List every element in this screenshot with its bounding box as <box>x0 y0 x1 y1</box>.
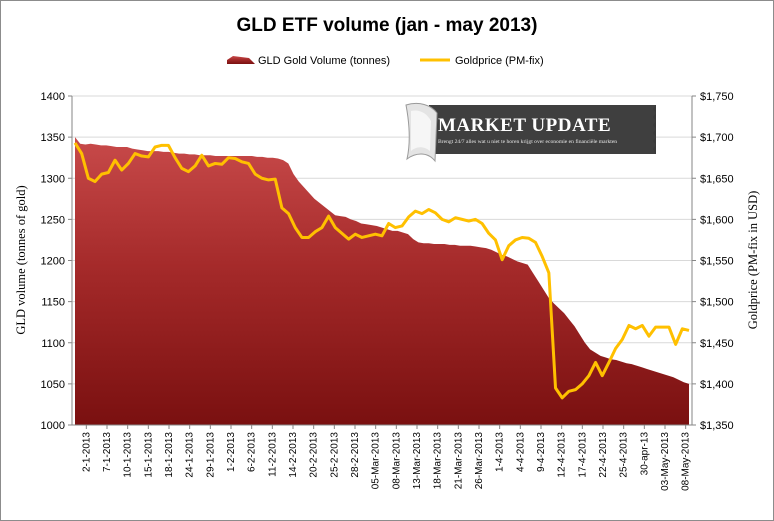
legend-label-volume: GLD Gold Volume (tonnes) <box>258 55 390 67</box>
left-tick-label: 1350 <box>41 132 65 144</box>
x-tick-label: 08-May-2013 <box>681 432 692 491</box>
legend: GLD Gold Volume (tonnes) Goldprice (PM-f… <box>227 55 544 67</box>
x-tick-label: 11-2-2013 <box>267 432 278 477</box>
x-tick-label: 08-Mar-2013 <box>391 432 402 490</box>
x-tick-label: 20-2-2013 <box>309 432 320 478</box>
x-tick-label: 03-May-2013 <box>660 432 671 491</box>
x-tick-label: 30-apr-13 <box>639 432 650 476</box>
x-tick-label: 4-4-2013 <box>515 432 526 472</box>
x-tick-label: 13-Mar-2013 <box>412 432 423 490</box>
left-tick-label: 1200 <box>41 256 65 268</box>
left-tick-label: 1400 <box>41 91 65 103</box>
right-tick-label: $1,550 <box>700 256 734 268</box>
x-tick-label: 18-Mar-2013 <box>433 432 444 490</box>
right-tick-label: $1,600 <box>700 214 734 226</box>
x-tick-label: 25-4-2013 <box>619 432 630 478</box>
x-tick-label: 14-2-2013 <box>288 432 299 478</box>
x-tick-label: 22-4-2013 <box>598 432 609 478</box>
badge-title: MARKET UPDATE <box>438 115 611 136</box>
x-tick-label: 26-Mar-2013 <box>474 432 485 490</box>
right-tick-label: $1,750 <box>700 91 734 103</box>
badge-subtitle: Brengt 24/7 alles wat u niet te horen kr… <box>438 138 617 145</box>
market-update-badge: MARKET UPDATE Brengt 24/7 alles wat u ni… <box>405 102 656 163</box>
left-tick-label: 1000 <box>41 420 65 432</box>
right-axis-title: Goldprice (PM-fix in USD) <box>746 191 760 330</box>
right-tick-label: $1,650 <box>700 173 734 185</box>
left-tick-label: 1100 <box>41 338 65 350</box>
x-tick-label: 05-Mar-2013 <box>371 432 382 490</box>
badge-page-curl-highlight <box>411 110 431 151</box>
x-tick-label: 2-1-2013 <box>81 432 92 472</box>
right-tick-labels: $1,350 $1,400 $1,450 $1,500 $1,550 $1,600 $1,6… <box>692 91 734 432</box>
x-tick-label: 21-Mar-2013 <box>453 432 464 490</box>
right-tick-label: $1,450 <box>700 338 734 350</box>
left-tick-label: 1050 <box>41 379 65 391</box>
left-tick-labels: 1000 1050 1100 1150 1200 1250 1300 1350 1400 <box>41 91 72 432</box>
left-tick-label: 1300 <box>41 173 65 185</box>
x-tick-label: 1-4-2013 <box>495 432 506 472</box>
right-tick-label: $1,350 <box>700 420 734 432</box>
left-axis-title: GLD volume (tonnes of gold) <box>14 185 28 334</box>
x-tick-label: 10-1-2013 <box>123 432 134 478</box>
x-tick-label: 17-4-2013 <box>577 432 588 478</box>
x-tick-label: 28-2-2013 <box>350 432 361 478</box>
x-tick-label: 9-4-2013 <box>536 432 547 472</box>
x-tick-label: 12-4-2013 <box>557 432 568 478</box>
x-tick-label: 18-1-2013 <box>164 432 175 478</box>
legend-swatch-volume <box>227 56 255 64</box>
x-tick-label: 1-2-2013 <box>226 432 237 472</box>
right-tick-label: $1,500 <box>700 297 734 309</box>
chart-title: GLD ETF volume (jan - may 2013) <box>237 15 538 36</box>
legend-label-price: Goldprice (PM-fix) <box>455 55 544 67</box>
x-tick-label: 24-1-2013 <box>185 432 196 478</box>
right-tick-label: $1,400 <box>700 379 734 391</box>
right-tick-label: $1,700 <box>700 132 734 144</box>
goldprice-line <box>73 142 690 400</box>
x-tick-label: 6-2-2013 <box>247 432 258 472</box>
x-tick-label: 15-1-2013 <box>143 432 154 478</box>
x-tick-label: 7-1-2013 <box>102 432 113 472</box>
badge-torn-edge <box>429 105 656 154</box>
left-tick-label: 1250 <box>41 214 65 226</box>
x-tick-labels: 2-1-2013 7-1-2013 10-1-2013 15-1-2013 18-1-2… <box>81 425 692 491</box>
volume-area <box>75 137 689 425</box>
left-tick-label: 1150 <box>41 297 65 309</box>
x-tick-label: 29-1-2013 <box>205 432 216 478</box>
x-tick-label: 25-2-2013 <box>329 432 340 478</box>
